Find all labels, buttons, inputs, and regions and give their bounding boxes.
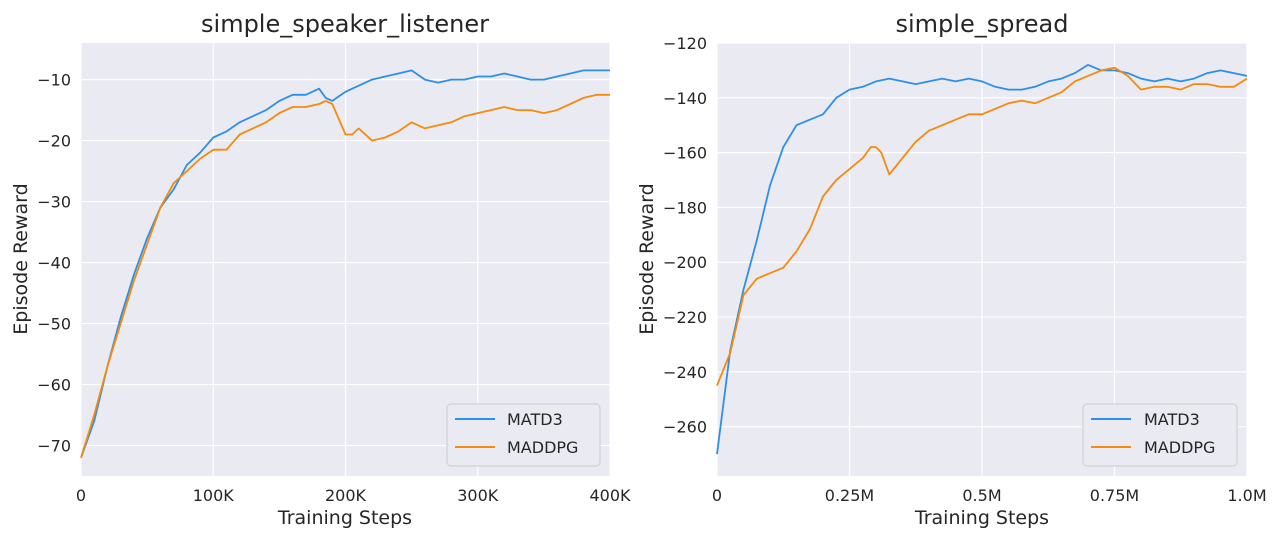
chart-left-legend: MATD3 MADDPG <box>446 403 601 467</box>
chart-left-xlabel: Training Steps <box>277 507 412 529</box>
chart-left-ylabel: Episode Reward <box>10 183 32 334</box>
y-tick-label: −50 <box>37 315 71 334</box>
chart-right-x-ticks: 0 0.25M 0.5M 0.75M 1.0M <box>712 486 1267 505</box>
chart-right-legend: MATD3 MADDPG <box>1082 403 1238 467</box>
x-tick-label: 200K <box>325 486 367 505</box>
series-line-maddpg <box>80 93 610 458</box>
x-tick-label: 0 <box>76 486 86 505</box>
chart-left-y-ticks: −70 −60 −50 −40 −30 −20 −10 <box>37 71 71 456</box>
x-tick-label: 0.25M <box>825 486 874 505</box>
y-tick-label: −220 <box>663 308 707 327</box>
x-tick-label: 300K <box>457 486 499 505</box>
x-tick-label: 0.5M <box>962 486 1001 505</box>
y-tick-label: −30 <box>37 193 71 212</box>
x-tick-label: 400K <box>589 486 631 505</box>
y-tick-label: −200 <box>663 253 707 272</box>
chart-right-ylabel: Episode Reward <box>636 183 658 334</box>
y-tick-label: −20 <box>37 132 71 151</box>
y-tick-label: −60 <box>37 376 71 395</box>
chart-right-xlabel: Training Steps <box>914 507 1049 529</box>
legend-label-maddpg: MADDPG <box>1144 438 1215 457</box>
chart-right: simple_spread 0 0.25M 0.5M 0.75M 1.0M −260−2… <box>636 10 1267 529</box>
y-tick-label: −160 <box>663 144 707 163</box>
y-tick-label: −40 <box>37 254 71 273</box>
series-line-matd3 <box>80 69 610 459</box>
y-tick-label: −120 <box>663 34 707 53</box>
series-line-matd3 <box>716 64 1248 455</box>
y-tick-label: −240 <box>663 363 707 382</box>
chart-left: simple_speaker_listener 0 100K 200K 300K 400… <box>10 10 631 529</box>
chart-left-title: simple_speaker_listener <box>201 10 489 38</box>
chart-left-x-ticks: 0 100K 200K 300K 400K <box>76 486 631 505</box>
y-tick-label: −140 <box>663 89 707 108</box>
x-tick-label: 0.75M <box>1090 486 1139 505</box>
x-tick-label: 0 <box>712 486 722 505</box>
y-tick-label: −180 <box>663 198 707 217</box>
chart-right-title: simple_spread <box>895 10 1068 38</box>
legend-label-maddpg: MADDPG <box>507 438 578 457</box>
y-tick-label: −70 <box>37 437 71 456</box>
chart-right-y-ticks: −260 −240 −220 −200 −180 −160 −140 −120 <box>663 34 707 437</box>
chart-right-series <box>716 64 1248 455</box>
x-tick-label: 100K <box>193 486 235 505</box>
chart-left-gridlines <box>80 43 611 476</box>
series-line-maddpg <box>716 66 1248 386</box>
y-tick-label: −260 <box>663 418 707 437</box>
chart-left-series <box>80 69 610 459</box>
legend-label-matd3: MATD3 <box>507 410 563 429</box>
legend-label-matd3: MATD3 <box>1144 410 1200 429</box>
y-tick-label: −10 <box>37 71 71 90</box>
x-tick-label: 1.0M <box>1227 486 1266 505</box>
